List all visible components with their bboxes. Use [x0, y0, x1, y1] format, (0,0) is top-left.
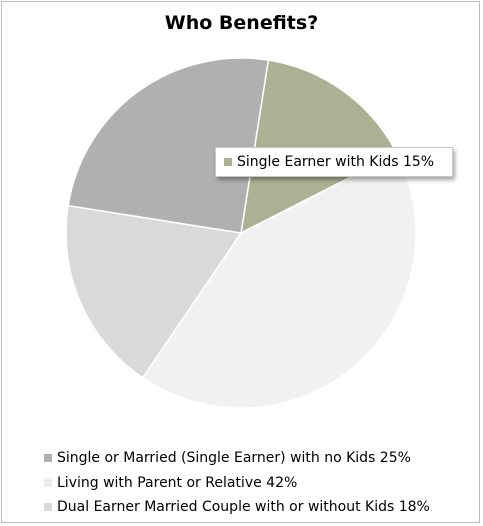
callout-swatch	[224, 158, 232, 166]
legend-swatch	[44, 503, 52, 512]
callout-label: Single Earner with Kids 15%	[237, 154, 435, 170]
pie-slice-living-with-parent	[141, 152, 417, 409]
legend-item-dual-earner: Dual Earner Married Couple with or witho…	[44, 495, 430, 520]
legend-item-single-or-married: Single or Married (Single Earner) with n…	[44, 446, 430, 471]
legend-label: Living with Parent or Relative 42%	[57, 474, 298, 491]
legend-item-living-with-parent: Living with Parent or Relative 42%	[44, 471, 430, 496]
legend-label: Dual Earner Married Couple with or witho…	[57, 499, 430, 516]
chart-title: Who Benefits?	[164, 12, 319, 34]
legend-swatch	[44, 454, 52, 463]
legend-swatch	[44, 478, 52, 487]
data-label-callout: Single Earner with Kids 15%	[215, 147, 453, 177]
legend: Single or Married (Single Earner) with n…	[44, 446, 430, 520]
pie-slice-single-earner-with-kids	[240, 59, 398, 235]
pie-slice-single-or-married	[67, 57, 270, 234]
pie-slice-dual-earner	[65, 204, 243, 379]
legend-label: Single or Married (Single Earner) with n…	[57, 450, 411, 467]
